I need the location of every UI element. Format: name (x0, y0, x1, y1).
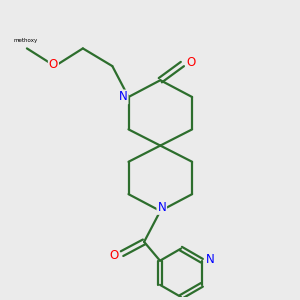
Text: N: N (206, 253, 214, 266)
Text: N: N (158, 201, 166, 214)
Text: O: O (49, 58, 58, 71)
Text: O: O (186, 56, 195, 69)
Text: O: O (109, 249, 119, 262)
Text: methoxy: methoxy (13, 38, 38, 43)
Text: N: N (119, 91, 128, 103)
